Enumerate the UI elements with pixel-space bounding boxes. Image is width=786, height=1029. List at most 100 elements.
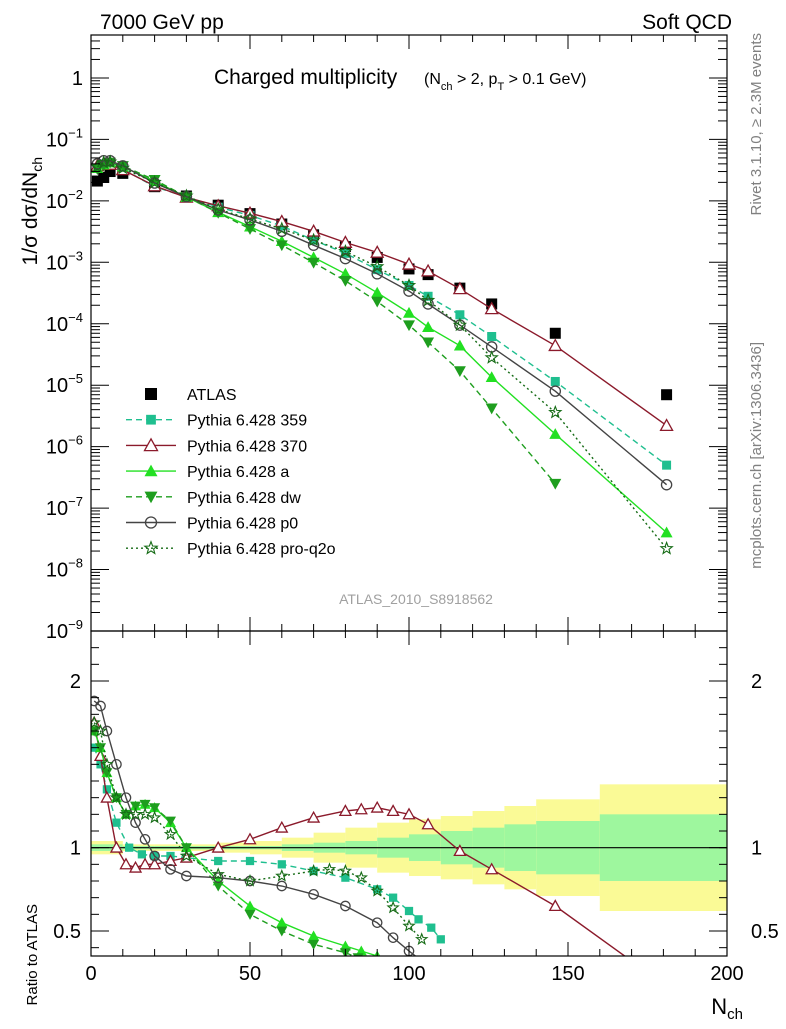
data-point	[549, 478, 562, 490]
data-point	[180, 190, 193, 203]
ratio-line	[93, 700, 417, 956]
ratio-point	[338, 804, 353, 817]
title-sub: (Nch > 2, pT > 0.1 GeV)	[424, 71, 586, 93]
ratio-point	[322, 862, 337, 876]
data-point	[98, 171, 110, 183]
legend-label: Pythia 6.428 pro-q2o	[187, 541, 336, 558]
ratio-point	[93, 723, 108, 737]
data-point	[403, 285, 415, 297]
ratio-point	[109, 790, 124, 804]
ratio-point	[100, 757, 114, 771]
series-6	[90, 154, 674, 555]
ratio-point	[453, 844, 467, 857]
data-point	[306, 232, 321, 247]
ratio-point	[308, 930, 320, 941]
legend-label: Pythia 6.428 a	[187, 464, 289, 481]
ratio-point	[100, 790, 114, 803]
ratio-point	[128, 860, 143, 873]
data-point	[339, 275, 352, 287]
ratio-point	[340, 900, 351, 912]
data-point	[371, 286, 384, 298]
data-point	[275, 240, 288, 252]
data-point	[485, 371, 498, 382]
ratio-point	[138, 857, 152, 870]
data-point	[306, 223, 321, 237]
data-point	[422, 321, 435, 332]
series-line	[97, 161, 556, 485]
x-tick-label: 200	[710, 963, 743, 985]
ratio-point	[277, 860, 286, 869]
data-point	[244, 224, 256, 235]
y-tick-label: 1	[72, 68, 83, 90]
legend-marker	[143, 540, 159, 555]
data-point	[91, 175, 103, 187]
ratio-point	[630, 954, 633, 956]
ratio-point	[370, 800, 384, 813]
data-point	[422, 298, 434, 310]
series-line	[97, 159, 668, 486]
data-point	[401, 277, 417, 292]
series-4	[91, 157, 562, 490]
ratio-point	[421, 817, 435, 830]
data-point	[548, 404, 563, 419]
ratio-point	[388, 893, 398, 902]
data-point	[115, 160, 130, 175]
legend-marker	[145, 388, 157, 400]
y-tick-label: 10−9	[46, 617, 83, 643]
ratio-point	[163, 854, 178, 867]
ratio-point	[339, 940, 351, 951]
data-point	[307, 239, 320, 251]
title-main: Charged multiplicity	[214, 66, 398, 89]
legend-label: Pythia 6.428 370	[187, 438, 307, 455]
legend-entry: Pythia 6.428 dw	[126, 490, 301, 507]
ratio-point	[436, 935, 445, 944]
data-point	[212, 204, 224, 216]
legend-entry: Pythia 6.428 a	[126, 464, 289, 481]
ratio-point	[414, 932, 429, 946]
y-tick-label: 10−7	[46, 494, 83, 520]
ratio-y-tick-label: 1	[70, 838, 81, 860]
ratio-point	[276, 917, 288, 928]
data-point	[662, 460, 672, 470]
x-tick-label: 150	[551, 963, 584, 985]
ratio-point	[352, 953, 364, 956]
series-0	[91, 166, 673, 401]
data-point	[659, 418, 674, 432]
data-point	[102, 154, 118, 169]
data-point	[338, 235, 353, 248]
main-axis-ticks: 1 10−1 10−2 10−3 10−4 10−5 10−6 10−7 10−8 10−9	[46, 35, 728, 643]
ratio-point	[365, 960, 376, 970]
ratio-y-tick-label-right: 2	[751, 671, 762, 693]
ratio-point	[163, 827, 178, 841]
ratio-point	[120, 792, 132, 803]
data-point	[147, 174, 162, 189]
legend-label: Pythia 6.428 dw	[187, 490, 301, 507]
ratio-axis-ticks: 0 50 100 150 200 0.5 0.5 1 1 2 2	[53, 631, 779, 985]
data-point	[370, 245, 385, 258]
ratio-point	[373, 885, 382, 894]
legend-marker	[146, 414, 156, 425]
legend-entry: Pythia 6.428 p0	[126, 516, 298, 533]
data-point	[661, 389, 673, 401]
legend-entry: Pythia 6.428 pro-q2o	[126, 540, 336, 558]
data-point	[403, 306, 415, 318]
ratio-point	[427, 923, 436, 932]
ratio-point	[212, 872, 224, 883]
legend-marker	[143, 437, 159, 452]
data-point	[370, 259, 385, 273]
data-point	[453, 339, 466, 351]
ratio-point	[138, 807, 152, 821]
legend-entry: Pythia 6.428 370	[126, 437, 307, 455]
ratio-line	[93, 722, 423, 940]
series-1	[92, 159, 672, 470]
y-tick-label: 10−5	[46, 371, 83, 397]
data-point	[549, 428, 562, 439]
ratio-y-axis-label: Ratio to ATLAS	[24, 904, 41, 1005]
ratio-point	[402, 918, 416, 932]
y-tick-label: 10−2	[46, 187, 83, 213]
x-axis-label: Nch	[711, 994, 743, 1023]
x-tick-label: 0	[85, 963, 96, 985]
data-point	[452, 281, 467, 295]
ratio-point	[101, 768, 113, 779]
legend-entry: Pythia 6.428 359	[126, 413, 307, 430]
